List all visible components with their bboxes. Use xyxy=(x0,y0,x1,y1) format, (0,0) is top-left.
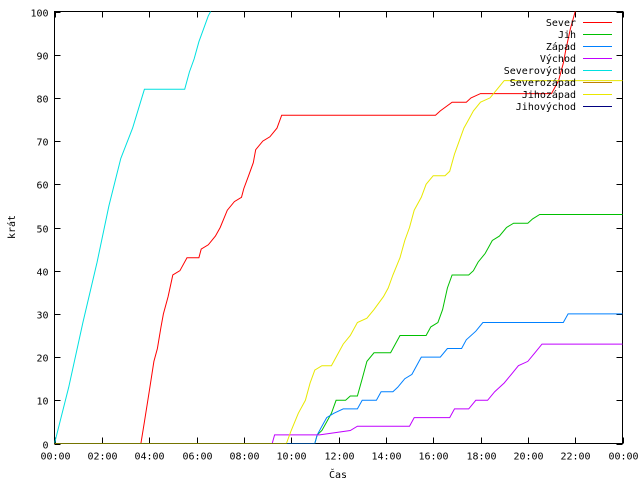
legend-label: Severovýchod xyxy=(504,65,576,77)
legend-label: Východ xyxy=(540,53,576,65)
x-tick-label: 20:00 xyxy=(513,452,543,463)
series-line-jih xyxy=(54,214,623,444)
y-tick-label: 80 xyxy=(36,95,48,106)
series-line-západ xyxy=(54,313,623,444)
x-tick-label: 00:00 xyxy=(608,452,638,463)
x-tick-label: 10:00 xyxy=(276,452,306,463)
y-axis: 0 10 20 30 40 50 60 70 80 90 100 xyxy=(30,9,623,452)
y-tick-label: 10 xyxy=(36,397,48,408)
x-tick-label: 14:00 xyxy=(371,452,401,463)
x-tick-label: 06:00 xyxy=(182,452,212,463)
y-tick-label: 30 xyxy=(36,311,48,322)
legend-label: Sever xyxy=(546,18,576,29)
x-axis-label: Čas xyxy=(329,468,347,480)
y-tick-label: 20 xyxy=(36,354,48,365)
y-tick-label: 40 xyxy=(36,268,48,279)
series-layer xyxy=(54,11,623,444)
y-axis-label: krát xyxy=(6,215,18,239)
series-line-severovýchod xyxy=(54,11,212,444)
x-tick-label: 12:00 xyxy=(324,452,354,463)
x-tick-label: 02:00 xyxy=(87,452,117,463)
y-tick-label: 50 xyxy=(36,225,48,236)
legend-label: Jihozápad xyxy=(522,89,576,101)
series-line-jihozápad xyxy=(54,80,623,444)
x-tick-label: 16:00 xyxy=(418,452,448,463)
y-tick-label: 100 xyxy=(30,9,48,20)
x-tick-label: 08:00 xyxy=(229,452,259,463)
x-tick-label: 22:00 xyxy=(560,452,590,463)
y-tick-label: 60 xyxy=(36,181,48,192)
x-tick-label: 00:00 xyxy=(40,452,70,463)
x-axis: 00:00 02:00 04:00 06:00 08:00 10:00 12:00 14:00… xyxy=(40,11,639,463)
x-tick-label: 18:00 xyxy=(466,452,496,463)
x-tick-label: 04:00 xyxy=(134,452,164,463)
legend: SeverJihZápadVýchodSeverovýchodSeverozáp… xyxy=(504,18,612,113)
legend-label: Západ xyxy=(546,41,576,53)
plot-frame xyxy=(54,11,623,444)
y-tick-label: 70 xyxy=(36,138,48,149)
y-tick-label: 90 xyxy=(36,52,48,63)
legend-label: Jih xyxy=(558,30,576,41)
series-line-sever xyxy=(54,11,576,444)
legend-label: Severozápad xyxy=(510,77,576,89)
series-line-východ xyxy=(54,343,623,444)
y-tick-label: 0 xyxy=(42,441,48,452)
legend-label: Jihovýchod xyxy=(516,101,576,113)
